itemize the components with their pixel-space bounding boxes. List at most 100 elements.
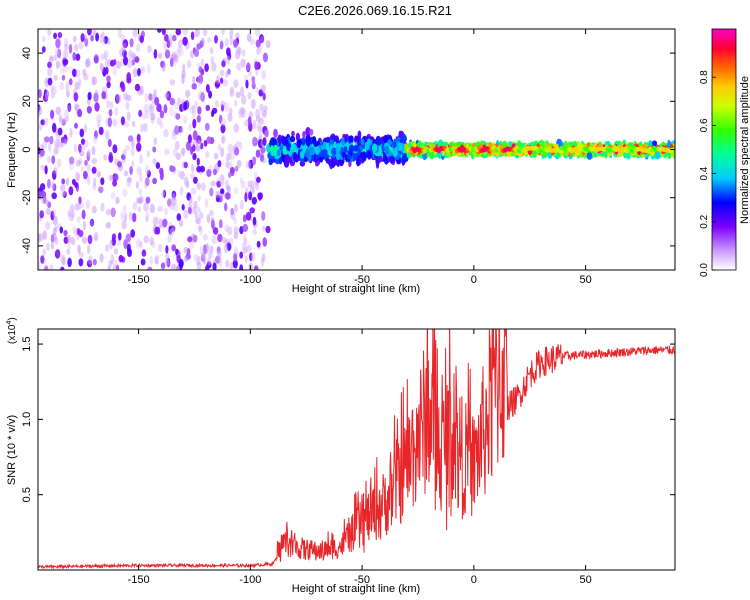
spectrogram-cell: [112, 65, 118, 76]
spectrogram-cell: [76, 215, 81, 224]
spectrogram-cell: [176, 46, 182, 54]
spectrogram-y-label: Frequency (Hz): [6, 112, 18, 188]
x-tick-label: 0: [471, 574, 477, 586]
spectrogram-cell: [52, 227, 57, 236]
spectrogram-cell: [377, 155, 383, 163]
spectrogram-cell: [246, 61, 251, 71]
spectrogram-cell: [205, 104, 211, 112]
spectrogram-cell: [392, 141, 397, 148]
spectrogram-cell: [141, 113, 148, 120]
spectrogram-cell: [74, 103, 79, 111]
spectrogram-cell: [149, 236, 154, 246]
spectrogram-cell: [132, 68, 138, 78]
spectrogram-cell: [200, 58, 205, 66]
spectrogram-cell: [233, 187, 239, 195]
spectrogram-cell: [229, 29, 234, 38]
spectrogram-cell: [113, 59, 117, 66]
spectrogram-cell: [196, 261, 202, 270]
spectrogram-cell: [195, 217, 201, 225]
spectrogram-cell: [80, 33, 85, 43]
spectrogram-cell: [173, 148, 177, 157]
spectrogram-cell: [149, 203, 155, 214]
spectrogram-cell: [136, 166, 142, 176]
spectrogram-cell: [261, 69, 267, 80]
spectrogram-cell: [117, 29, 123, 38]
spectrogram-cell: [79, 128, 85, 138]
spectrogram-cell: [273, 144, 279, 152]
spectrogram-cell: [268, 157, 273, 166]
spectrogram-cell: [49, 56, 54, 63]
spectrogram-cell: [167, 233, 172, 243]
spectrogram-cell: [281, 135, 285, 145]
spectrogram-cell: [228, 107, 233, 115]
spectrogram-cell: [220, 77, 224, 84]
spectrogram-cell: [322, 149, 328, 156]
spectrogram-cell: [53, 54, 58, 61]
spectrogram-cell: [292, 151, 298, 162]
spectrogram-cell: [126, 111, 131, 122]
spectrogram-cell: [38, 106, 43, 116]
spectrogram-cell: [177, 97, 182, 106]
spectrogram-cell: [118, 254, 124, 263]
spectrogram-cell: [120, 34, 125, 42]
spectrogram-cell: [67, 209, 71, 217]
spectrogram-cells: [38, 29, 675, 270]
spectrogram-cell: [123, 239, 128, 250]
spectrogram-cell: [67, 105, 72, 112]
spectrogram-cell: [104, 50, 109, 59]
figure-title: C2E6.2026.069.16.15.R21: [298, 3, 452, 18]
spectrogram-cell: [233, 252, 238, 262]
spectrogram-cell: [51, 155, 56, 165]
spectrogram-cell: [213, 168, 217, 176]
spectrogram-cell: [91, 157, 97, 164]
spectrogram-cell: [187, 134, 192, 144]
spectrogram-cell: [291, 130, 295, 137]
spectrogram-cell: [239, 264, 244, 270]
x-tick-label: -150: [128, 574, 150, 586]
spectrogram-cell: [57, 31, 63, 39]
spectrogram-cell: [197, 76, 202, 87]
spectrogram-cell: [401, 133, 407, 144]
spectrogram-cell: [214, 35, 218, 44]
spectrogram-cell: [40, 164, 46, 171]
spectrogram-cell: [163, 43, 168, 51]
spectrogram-cell: [242, 223, 249, 233]
spectrogram-cell: [74, 181, 78, 188]
spectrogram-cell: [61, 257, 66, 266]
spectrogram-cell: [277, 134, 283, 144]
spectrogram-cell: [240, 180, 247, 189]
spectrogram-cell: [54, 236, 59, 246]
spectrogram-cell: [145, 211, 150, 221]
spectrogram-cell: [205, 242, 209, 252]
spectrogram-cell: [265, 225, 271, 234]
spectrogram-cell: [43, 136, 50, 143]
spectrogram-cell: [75, 53, 81, 61]
spectrogram-cell: [233, 39, 238, 48]
spectrogram-cell: [84, 159, 88, 166]
spectrogram-cell: [122, 188, 128, 198]
spectrogram-cell: [53, 166, 58, 175]
spectrogram-cell: [227, 143, 233, 153]
spectrogram-cell: [196, 157, 200, 166]
spectrogram-cell: [106, 81, 111, 89]
spectrogram-cell: [196, 206, 201, 213]
spectrogram-cell: [381, 143, 386, 152]
spectrogram-cell: [165, 245, 169, 254]
spectrogram-cell: [376, 137, 382, 146]
spectrogram-cell: [191, 83, 197, 90]
spectrogram-cell: [232, 259, 238, 269]
spectrogram-cell: [74, 171, 80, 181]
spectrogram-cell: [92, 76, 98, 86]
spectrogram-cell: [85, 59, 90, 68]
spectrogram-cell: [91, 205, 97, 214]
spectrogram-cell: [52, 208, 57, 217]
spectrogram-cell: [169, 106, 174, 117]
spectrogram-cell: [81, 144, 86, 151]
spectrogram-cell: [209, 245, 214, 253]
spectrogram-cell: [149, 255, 153, 265]
spectrogram-cell: [228, 152, 232, 160]
spectrogram-cell: [220, 38, 224, 49]
spectrogram-cell: [68, 186, 74, 196]
spectrogram-cell: [239, 141, 243, 151]
spectrogram-cell: [62, 191, 67, 198]
